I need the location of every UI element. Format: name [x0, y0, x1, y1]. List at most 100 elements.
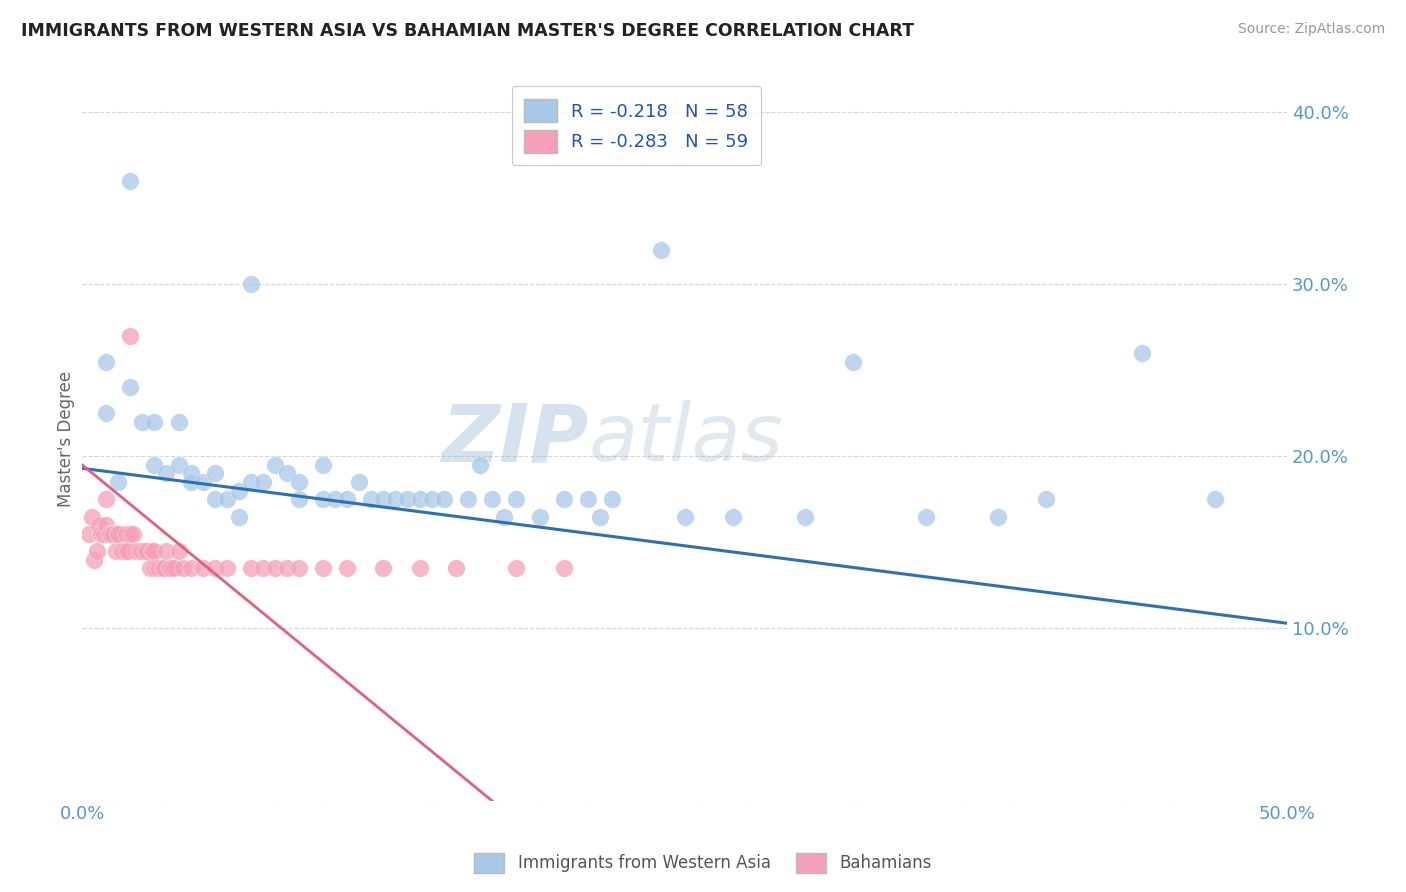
Y-axis label: Master's Degree: Master's Degree: [58, 371, 75, 507]
Point: [505, 561, 527, 575]
Point: [987, 509, 1010, 524]
Point: [107, 526, 129, 541]
Point: [160, 561, 183, 575]
Point: [167, 458, 190, 472]
Point: [87, 518, 110, 533]
Point: [97, 526, 120, 541]
Point: [408, 492, 430, 507]
Point: [146, 561, 169, 575]
Text: atlas: atlas: [588, 400, 783, 478]
Point: [349, 475, 371, 489]
Point: [914, 509, 936, 524]
Point: [373, 561, 395, 575]
Point: [150, 561, 173, 575]
Point: [215, 561, 238, 575]
Point: [721, 509, 744, 524]
Point: [384, 492, 406, 507]
Point: [323, 492, 346, 507]
Point: [112, 544, 135, 558]
Point: [1132, 346, 1154, 360]
Point: [444, 561, 467, 575]
Point: [650, 243, 672, 257]
Point: [131, 544, 153, 558]
Point: [842, 354, 865, 368]
Point: [252, 561, 274, 575]
Point: [794, 509, 817, 524]
Point: [96, 354, 118, 368]
Legend: R = -0.218   N = 58, R = -0.283   N = 59: R = -0.218 N = 58, R = -0.283 N = 59: [512, 87, 761, 165]
Point: [121, 526, 143, 541]
Point: [312, 492, 335, 507]
Point: [93, 526, 115, 541]
Point: [252, 475, 274, 489]
Point: [134, 544, 156, 558]
Point: [114, 526, 136, 541]
Text: Source: ZipAtlas.com: Source: ZipAtlas.com: [1237, 22, 1385, 37]
Point: [288, 475, 311, 489]
Text: IMMIGRANTS FROM WESTERN ASIA VS BAHAMIAN MASTER'S DEGREE CORRELATION CHART: IMMIGRANTS FROM WESTERN ASIA VS BAHAMIAN…: [21, 22, 914, 40]
Point: [79, 526, 101, 541]
Point: [576, 492, 599, 507]
Point: [288, 561, 311, 575]
Point: [120, 526, 142, 541]
Legend: Immigrants from Western Asia, Bahamians: Immigrants from Western Asia, Bahamians: [468, 847, 938, 880]
Point: [1204, 492, 1226, 507]
Point: [312, 458, 335, 472]
Point: [492, 509, 515, 524]
Point: [124, 544, 146, 558]
Point: [529, 509, 551, 524]
Point: [110, 544, 132, 558]
Point: [120, 328, 142, 343]
Point: [553, 561, 575, 575]
Point: [204, 492, 226, 507]
Point: [107, 475, 129, 489]
Point: [553, 492, 575, 507]
Point: [117, 544, 139, 558]
Point: [155, 467, 177, 481]
Point: [120, 380, 142, 394]
Point: [136, 544, 159, 558]
Point: [114, 544, 136, 558]
Point: [673, 509, 696, 524]
Point: [373, 492, 395, 507]
Point: [239, 475, 262, 489]
Point: [100, 526, 122, 541]
Point: [336, 561, 359, 575]
Point: [138, 561, 160, 575]
Point: [433, 492, 456, 507]
Point: [96, 406, 118, 420]
Point: [360, 492, 382, 507]
Point: [107, 526, 129, 541]
Point: [191, 475, 214, 489]
Point: [131, 415, 153, 429]
Point: [239, 277, 262, 291]
Point: [505, 492, 527, 507]
Point: [129, 544, 152, 558]
Point: [239, 561, 262, 575]
Point: [312, 561, 335, 575]
Point: [481, 492, 503, 507]
Point: [420, 492, 443, 507]
Point: [276, 467, 298, 481]
Point: [83, 552, 105, 566]
Point: [180, 467, 202, 481]
Point: [143, 415, 166, 429]
Point: [191, 561, 214, 575]
Point: [157, 561, 180, 575]
Point: [468, 458, 491, 472]
Point: [228, 483, 250, 498]
Point: [104, 544, 127, 558]
Point: [228, 509, 250, 524]
Point: [167, 415, 190, 429]
Point: [103, 526, 125, 541]
Point: [153, 561, 176, 575]
Point: [127, 544, 149, 558]
Point: [204, 467, 226, 481]
Point: [96, 492, 118, 507]
Point: [148, 561, 170, 575]
Point: [602, 492, 624, 507]
Point: [264, 561, 287, 575]
Point: [90, 526, 112, 541]
Point: [155, 544, 177, 558]
Point: [1035, 492, 1057, 507]
